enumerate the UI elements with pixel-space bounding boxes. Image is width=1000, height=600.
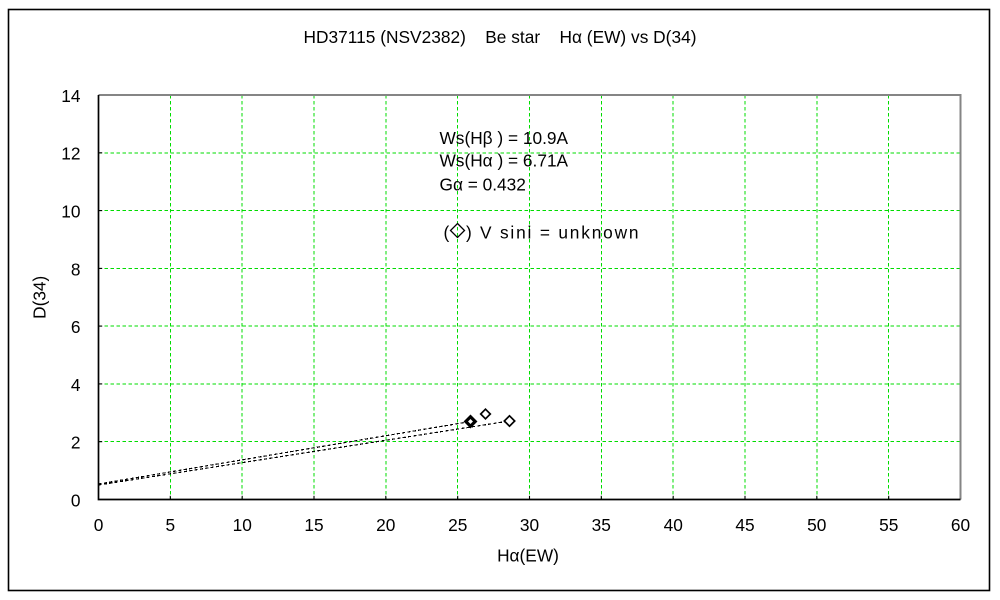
svg-text:Ws(Hα ) = 6.71A: Ws(Hα ) = 6.71A [440, 151, 569, 171]
svg-text:25: 25 [448, 515, 467, 535]
svg-text:2: 2 [71, 433, 81, 453]
svg-text:55: 55 [879, 515, 898, 535]
svg-text:50: 50 [807, 515, 826, 535]
svg-text:Hα(EW): Hα(EW) [497, 546, 559, 566]
svg-text:60: 60 [951, 515, 970, 535]
svg-text:Ws(Hβ ) = 10.9A: Ws(Hβ ) = 10.9A [440, 128, 569, 148]
svg-text:): ) [466, 223, 472, 243]
svg-text:D(34): D(34) [30, 276, 50, 319]
svg-text:4: 4 [71, 375, 81, 395]
svg-text:(: ( [444, 223, 450, 243]
svg-text:0: 0 [71, 491, 81, 511]
svg-text:30: 30 [520, 515, 539, 535]
svg-text:V sini = unknown: V sini = unknown [480, 223, 639, 243]
svg-text:Gα = 0.432: Gα = 0.432 [440, 174, 526, 194]
svg-text:10: 10 [61, 202, 80, 222]
svg-text:14: 14 [61, 86, 81, 106]
svg-text:5: 5 [165, 515, 175, 535]
svg-text:10: 10 [233, 515, 252, 535]
svg-text:40: 40 [664, 515, 683, 535]
svg-text:HD37115 (NSV2382) Be star: HD37115 (NSV2382) Be star Hα (EW) vs D(3… [304, 27, 697, 47]
svg-text:0: 0 [94, 515, 104, 535]
svg-text:35: 35 [592, 515, 611, 535]
svg-text:6: 6 [71, 317, 81, 337]
svg-text:8: 8 [71, 259, 81, 279]
svg-text:15: 15 [304, 515, 323, 535]
svg-text:20: 20 [376, 515, 395, 535]
svg-text:12: 12 [61, 144, 80, 164]
svg-text:45: 45 [735, 515, 754, 535]
